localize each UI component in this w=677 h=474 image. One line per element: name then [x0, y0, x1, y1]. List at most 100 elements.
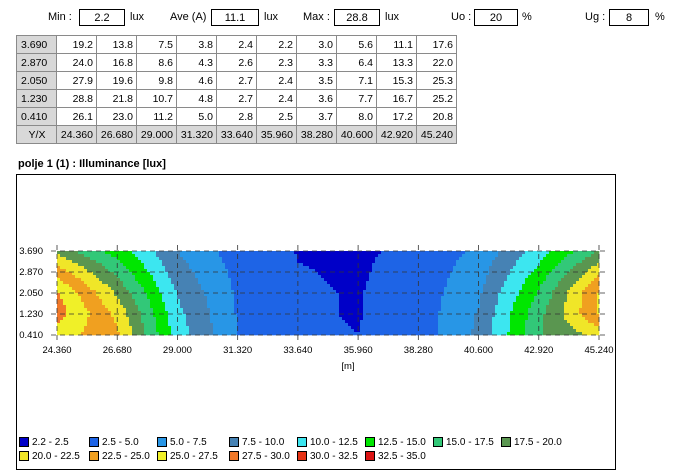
heat-cell — [438, 326, 442, 330]
heat-cell — [546, 326, 550, 330]
heat-cell — [408, 257, 412, 261]
heat-cell — [78, 332, 82, 336]
heat-cell — [375, 254, 379, 258]
heat-cell — [555, 287, 559, 291]
heat-cell — [303, 281, 307, 285]
heat-cell — [303, 269, 307, 273]
heat-cell — [444, 263, 448, 267]
heat-cell — [336, 302, 340, 306]
heat-cell — [117, 263, 121, 267]
heat-cell — [156, 278, 160, 282]
heat-cell — [258, 299, 262, 303]
heat-cell — [105, 326, 109, 330]
heat-cell — [147, 257, 151, 261]
heat-cell — [114, 278, 118, 282]
heat-cell — [57, 320, 61, 324]
heat-cell — [414, 320, 418, 324]
heat-cell — [330, 332, 334, 336]
heat-cell — [108, 266, 112, 270]
heat-cell — [408, 326, 412, 330]
heat-cell — [204, 287, 208, 291]
heat-cell — [480, 293, 484, 297]
heat-cell — [99, 278, 103, 282]
max-value-field[interactable]: 28.8 — [334, 9, 380, 26]
heat-cell — [459, 251, 463, 255]
heat-cell — [516, 326, 520, 330]
heat-cell — [579, 332, 583, 336]
heat-cell — [168, 275, 172, 279]
heat-cell — [252, 302, 256, 306]
heat-cell — [138, 251, 142, 255]
heat-cell — [141, 278, 145, 282]
heat-cell — [405, 275, 409, 279]
heat-cell — [333, 290, 337, 294]
heat-cell — [480, 266, 484, 270]
heat-cell — [579, 287, 583, 291]
heat-cell — [243, 311, 247, 315]
heat-cell — [444, 329, 448, 333]
heat-cell — [300, 317, 304, 321]
heat-cell — [462, 293, 466, 297]
heat-cell — [516, 323, 520, 327]
heat-cell — [357, 266, 361, 270]
heat-cell — [489, 302, 493, 306]
ave-value-field[interactable]: 11.1 — [211, 9, 259, 26]
heat-cell — [576, 308, 580, 312]
heat-cell — [222, 293, 226, 297]
heat-cell — [396, 311, 400, 315]
heat-cell — [258, 269, 262, 273]
heat-cell — [522, 305, 526, 309]
heat-cell — [540, 290, 544, 294]
heat-cell — [417, 251, 421, 255]
heat-cell — [333, 320, 337, 324]
heat-cell — [132, 293, 136, 297]
heat-cell — [498, 329, 502, 333]
heat-cell — [147, 269, 151, 273]
heat-cell — [147, 302, 151, 306]
heat-cell — [228, 260, 232, 264]
heat-cell — [261, 299, 265, 303]
heat-cell — [117, 266, 121, 270]
heat-cell — [129, 332, 133, 336]
heat-cell — [528, 272, 532, 276]
heat-cell — [465, 317, 469, 321]
heat-cell — [543, 323, 547, 327]
ave-label: Ave (A) — [170, 11, 207, 23]
heat-cell — [447, 293, 451, 297]
heat-cell — [69, 293, 73, 297]
heat-cell — [288, 287, 292, 291]
heat-cell — [288, 266, 292, 270]
heat-cell — [219, 254, 223, 258]
heat-cell — [261, 317, 265, 321]
heat-cell — [546, 278, 550, 282]
min-value-field[interactable]: 2.2 — [79, 9, 125, 26]
heat-cell — [66, 323, 70, 327]
uo-value-field[interactable]: 20 — [474, 9, 518, 26]
heat-cell — [501, 251, 505, 255]
heat-cell — [354, 293, 358, 297]
heat-cell — [450, 260, 454, 264]
ug-value-field[interactable]: 8 — [609, 9, 649, 26]
heat-cell — [513, 302, 517, 306]
heat-cell — [339, 314, 343, 318]
heat-cell — [183, 260, 187, 264]
heat-cell — [324, 260, 328, 264]
heat-cell — [201, 314, 205, 318]
heat-cell — [429, 323, 433, 327]
heat-cell — [336, 305, 340, 309]
heat-cell — [228, 281, 232, 285]
heat-cell — [300, 296, 304, 300]
heat-cell — [153, 320, 157, 324]
heat-cell — [423, 311, 427, 315]
heat-cell — [450, 305, 454, 309]
heat-cell — [279, 254, 283, 258]
heat-cell — [564, 296, 568, 300]
heat-cell — [570, 326, 574, 330]
heat-cell — [288, 296, 292, 300]
heat-cell — [69, 272, 73, 276]
heat-cell — [438, 278, 442, 282]
heat-cell — [531, 266, 535, 270]
heat-cell — [213, 308, 217, 312]
heat-cell — [345, 254, 349, 258]
heat-cell — [294, 326, 298, 330]
